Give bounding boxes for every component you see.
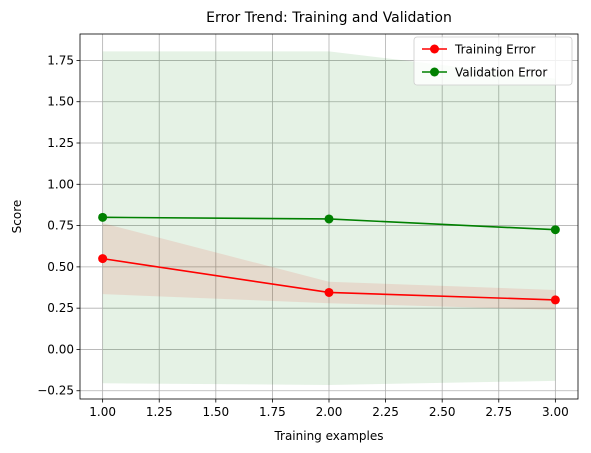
x-tick-label: 2.00	[316, 405, 343, 419]
y-tick-label: 1.00	[47, 177, 74, 191]
y-tick-label: 0.50	[47, 260, 74, 274]
series-points	[98, 212, 560, 305]
legend-box	[413, 36, 573, 86]
x-tick-label: 1.25	[146, 405, 173, 419]
legend-marker	[430, 67, 439, 77]
grid	[80, 34, 578, 399]
y-tick-label: 1.50	[47, 95, 74, 109]
legend-label: Validation Error	[455, 66, 547, 80]
y-axis-label: Score	[10, 200, 24, 234]
axis-ticks: 1.00 1.25 1.50 1.75 2.00 2.25 2.50 2.75 3.00 −0.2…	[37, 53, 569, 419]
x-tick-label: 2.50	[429, 405, 456, 419]
y-tick-label: 1.75	[47, 53, 74, 67]
validation-error-point	[98, 212, 108, 222]
training-error-point	[98, 254, 108, 264]
training-error-point	[550, 295, 560, 305]
legend-label: Training Error	[454, 43, 535, 57]
legend-marker	[430, 44, 439, 54]
x-tick-label: 3.00	[542, 405, 569, 419]
x-tick-label: 1.00	[89, 405, 116, 419]
x-tick-label: 1.75	[259, 405, 286, 419]
y-tick-label: 0.00	[47, 342, 74, 356]
training-error-point	[324, 287, 334, 297]
x-tick-label: 1.50	[202, 405, 229, 419]
x-axis-label: Training examples	[273, 429, 383, 443]
validation-error-point	[324, 214, 334, 224]
y-tick-label: −0.25	[37, 384, 74, 398]
validation-error-point	[550, 225, 560, 235]
y-tick-label: 1.25	[47, 136, 74, 150]
x-tick-label: 2.25	[372, 405, 399, 419]
x-tick-label: 2.75	[485, 405, 512, 419]
y-tick-label: 0.25	[47, 301, 74, 315]
y-tick-label: 0.75	[47, 219, 74, 233]
training-error-band	[102, 223, 556, 310]
chart-title: Error Trend: Training and Validation	[206, 10, 452, 26]
legend: Training Error Validation Error	[413, 36, 573, 86]
